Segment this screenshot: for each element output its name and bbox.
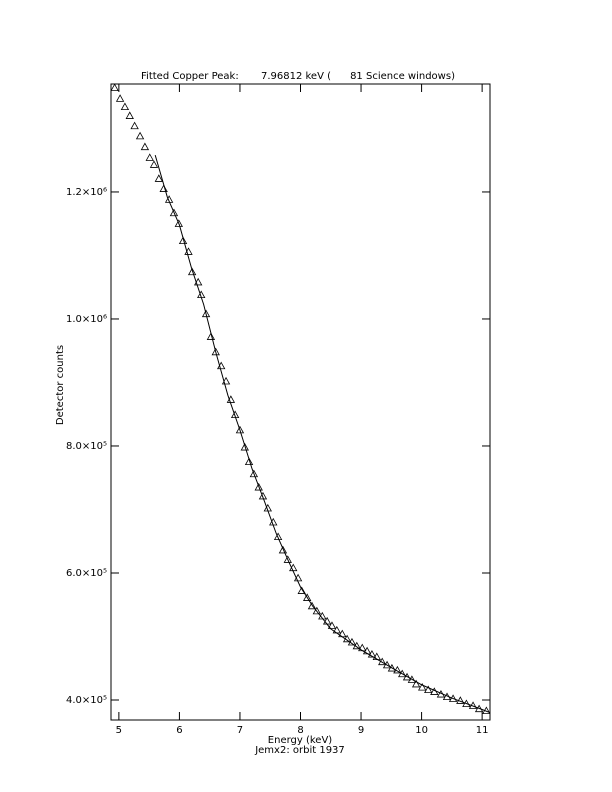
data-point: [283, 555, 292, 563]
data-point: [194, 277, 203, 286]
y-tick-label: 1.2×10⁶: [66, 187, 107, 198]
data-point: [258, 491, 268, 500]
data-point: [393, 665, 402, 674]
data-point: [352, 641, 361, 650]
data-point: [342, 634, 352, 643]
data-point: [382, 660, 392, 669]
data-point: [149, 160, 159, 168]
chart-title: Fitted Copper Peak: 7.96812 keV ( 81 Sci…: [141, 71, 455, 82]
data-point: [474, 704, 484, 713]
data-point: [418, 682, 427, 691]
x-tick-label: 5: [116, 725, 122, 736]
data-point: [293, 573, 303, 582]
data-point: [254, 482, 263, 491]
data-point: [201, 309, 211, 318]
data-point: [482, 706, 491, 714]
data-point: [164, 195, 174, 203]
x-axis-label: Energy (keV): [268, 735, 333, 746]
y-tick-label: 8.0×10⁵: [66, 441, 107, 452]
data-point: [307, 601, 317, 610]
y-tick-label: 1.0×10⁶: [66, 314, 107, 325]
x-tick-label: 6: [176, 725, 182, 736]
data-point: [362, 646, 372, 655]
data-point: [211, 347, 220, 356]
x-tick-label: 10: [415, 725, 428, 736]
data-point: [278, 545, 288, 554]
data-point: [398, 669, 407, 678]
data-point: [206, 332, 216, 340]
data-point: [289, 563, 298, 572]
data-point: [318, 611, 327, 620]
data-point: [430, 687, 439, 695]
data-point: [187, 267, 197, 276]
x-tick-label: 8: [297, 725, 303, 736]
data-point: [249, 469, 259, 478]
data-point: [297, 586, 306, 594]
data-point: [226, 395, 236, 403]
data-point: [159, 184, 168, 192]
data-point: [468, 701, 478, 709]
data-point: [442, 692, 452, 701]
data-point: [322, 616, 332, 625]
data-point: [347, 637, 357, 646]
data-point: [217, 361, 226, 370]
data-point: [244, 457, 254, 466]
data-point: [197, 290, 206, 299]
data-point: [115, 94, 125, 102]
y-axis-label: Detector counts: [55, 345, 66, 425]
data-point: [327, 621, 337, 629]
data-point: [154, 174, 164, 182]
data-point: [358, 643, 367, 652]
data-point: [302, 593, 312, 601]
data-point: [110, 83, 119, 92]
data-point: [269, 517, 278, 526]
x-tick-label: 11: [476, 725, 489, 736]
data-point: [338, 629, 347, 638]
data-point: [372, 652, 381, 661]
data-point: [184, 247, 193, 255]
data-point: [378, 657, 387, 666]
data-point: [145, 153, 154, 161]
data-point: [411, 679, 421, 688]
data-point: [230, 410, 240, 419]
data-point: [130, 121, 139, 130]
data-point: [312, 606, 322, 615]
data-point: [332, 625, 342, 634]
data-point: [462, 699, 471, 708]
data-point: [240, 442, 249, 451]
data-point: [263, 503, 272, 512]
data-point: [178, 236, 188, 245]
y-tick-label: 4.0×10⁵: [66, 695, 107, 706]
data-point: [448, 694, 458, 702]
data-point: [221, 376, 231, 385]
subtitle: Jemx2: orbit 1937: [254, 745, 345, 756]
data-point: [436, 689, 446, 698]
data-point: [456, 696, 465, 704]
data-point: [407, 675, 417, 683]
fit-line: [154, 154, 491, 714]
data-point: [402, 672, 412, 681]
data-point: [135, 131, 145, 140]
data-point: [273, 532, 283, 540]
x-tick-label: 9: [358, 725, 364, 736]
data-point: [367, 649, 377, 658]
data-point: [140, 142, 150, 151]
x-tick-label: 7: [237, 725, 243, 736]
data-point: [174, 219, 183, 227]
data-point: [387, 663, 397, 672]
data-point: [424, 685, 433, 694]
y-tick-label: 6.0×10⁵: [66, 568, 107, 579]
data-point: [169, 208, 179, 217]
data-point: [235, 425, 245, 434]
data-point: [125, 111, 134, 119]
data-point: [120, 102, 130, 111]
